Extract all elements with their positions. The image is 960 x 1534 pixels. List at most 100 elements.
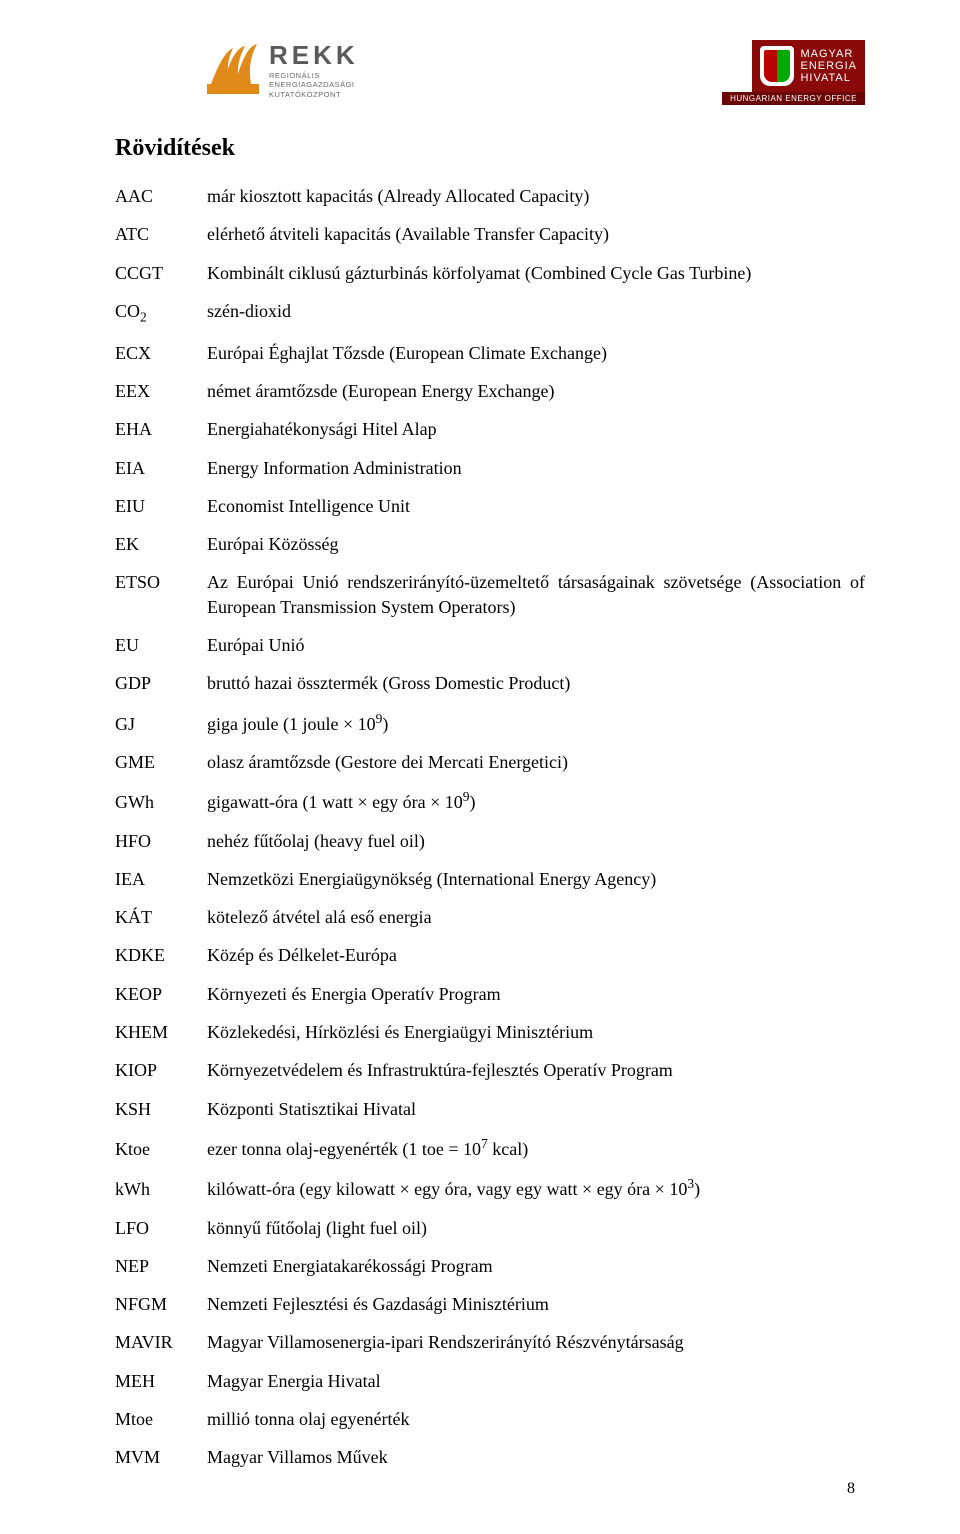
abbr-entry: MVMMagyar Villamos Művek: [115, 1445, 865, 1469]
abbr-definition: Európai Unió: [207, 633, 865, 657]
abbr-entry: Ktoeezer tonna olaj-egyenérték (1 toe = …: [115, 1135, 865, 1161]
abbr-entry: MEHMagyar Energia Hivatal: [115, 1369, 865, 1393]
abbr-entry: EHAEnergiahatékonysági Hitel Alap: [115, 417, 865, 441]
abbr-term: kWh: [115, 1177, 207, 1201]
abbr-term: ETSO: [115, 570, 207, 594]
abbr-entry: HFOnehéz fűtőolaj (heavy fuel oil): [115, 829, 865, 853]
abbr-entry: EUEurópai Unió: [115, 633, 865, 657]
abbr-definition: Közép és Délkelet-Európa: [207, 943, 865, 967]
abbr-entry: EEXnémet áramtőzsde (European Energy Exc…: [115, 379, 865, 403]
abbr-term: MAVIR: [115, 1330, 207, 1354]
abbr-definition: Nemzetközi Energiaügynökség (Internation…: [207, 867, 865, 891]
abbr-term: NFGM: [115, 1292, 207, 1316]
abbr-definition: bruttó hazai össztermék (Gross Domestic …: [207, 671, 865, 695]
abbr-term: GWh: [115, 790, 207, 814]
abbr-definition: Az Európai Unió rendszerirányító-üzemelt…: [207, 570, 865, 619]
abbr-term: AAC: [115, 184, 207, 208]
meh-line2: ENERGIA: [800, 60, 857, 72]
rekk-sub2: ENERGIAGAZDASÁGI: [269, 80, 359, 89]
abbr-entry: EIUEconomist Intelligence Unit: [115, 494, 865, 518]
abbr-entry: EIAEnergy Information Administration: [115, 456, 865, 480]
abbr-definition: kilówatt-óra (egy kilowatt × egy óra, va…: [207, 1175, 865, 1201]
abbr-definition: Magyar Villamos Művek: [207, 1445, 865, 1469]
abbr-definition: elérhető átviteli kapacitás (Available T…: [207, 222, 865, 246]
abbr-definition: szén-dioxid: [207, 299, 865, 323]
rekk-sub1: REGIONÁLIS: [269, 71, 359, 80]
abbr-definition: Központi Statisztikai Hivatal: [207, 1097, 865, 1121]
abbr-definition: kötelező átvétel alá eső energia: [207, 905, 865, 929]
abbr-entry: MAVIRMagyar Villamosenergia-ipari Rendsz…: [115, 1330, 865, 1354]
abbr-entry: Mtoemillió tonna olaj egyenérték: [115, 1407, 865, 1431]
abbr-entry: GMEolasz áramtőzsde (Gestore dei Mercati…: [115, 750, 865, 774]
abbr-term: IEA: [115, 867, 207, 891]
abbr-term: EEX: [115, 379, 207, 403]
meh-text: MAGYAR ENERGIA HIVATAL: [800, 48, 857, 84]
abbr-entry: CO2szén-dioxid: [115, 299, 865, 327]
abbr-term: KSH: [115, 1097, 207, 1121]
meh-sub: HUNGARIAN ENERGY OFFICE: [722, 92, 865, 105]
abbr-term: EU: [115, 633, 207, 657]
abbr-definition: Kombinált ciklusú gázturbinás körfolyama…: [207, 261, 865, 285]
abbr-entry: IEANemzetközi Energiaügynökség (Internat…: [115, 867, 865, 891]
abbr-term: GJ: [115, 712, 207, 736]
abbr-term: ATC: [115, 222, 207, 246]
abbreviation-list: AACmár kiosztott kapacitás (Already Allo…: [115, 184, 865, 1470]
abbr-definition: Európai Éghajlat Tőzsde (European Climat…: [207, 341, 865, 365]
abbr-entry: NEPNemzeti Energiatakarékossági Program: [115, 1254, 865, 1278]
abbr-term: HFO: [115, 829, 207, 853]
abbr-definition: Nemzeti Energiatakarékossági Program: [207, 1254, 865, 1278]
header-logo-row: REKK REGIONÁLIS ENERGIAGAZDASÁGI KUTATÓK…: [115, 40, 865, 105]
abbr-entry: KDKEKözép és Délkelet-Európa: [115, 943, 865, 967]
abbr-term: KEOP: [115, 982, 207, 1006]
document-page: REKK REGIONÁLIS ENERGIAGAZDASÁGI KUTATÓK…: [0, 0, 960, 1534]
abbr-term: MVM: [115, 1445, 207, 1469]
abbr-term: EIA: [115, 456, 207, 480]
abbr-term: MEH: [115, 1369, 207, 1393]
abbr-definition: Környezeti és Energia Operatív Program: [207, 982, 865, 1006]
abbr-definition: Európai Közösség: [207, 532, 865, 556]
abbr-entry: kWhkilówatt-óra (egy kilowatt × egy óra,…: [115, 1175, 865, 1201]
abbr-definition: Energiahatékonysági Hitel Alap: [207, 417, 865, 441]
abbr-definition: könnyű fűtőolaj (light fuel oil): [207, 1216, 865, 1240]
abbr-definition: nehéz fűtőolaj (heavy fuel oil): [207, 829, 865, 853]
abbr-term: CO2: [115, 299, 207, 327]
abbr-entry: KÁTkötelező átvétel alá eső energia: [115, 905, 865, 929]
abbr-entry: KEOPKörnyezeti és Energia Operatív Progr…: [115, 982, 865, 1006]
abbr-definition: olasz áramtőzsde (Gestore dei Mercati En…: [207, 750, 865, 774]
abbr-term: KÁT: [115, 905, 207, 929]
abbr-term: ECX: [115, 341, 207, 365]
abbr-entry: EKEurópai Közösség: [115, 532, 865, 556]
abbr-term: EHA: [115, 417, 207, 441]
meh-box: MAGYAR ENERGIA HIVATAL: [752, 40, 865, 92]
abbr-term: GME: [115, 750, 207, 774]
abbr-definition: gigawatt-óra (1 watt × egy óra × 109): [207, 788, 865, 814]
meh-logo: MAGYAR ENERGIA HIVATAL HUNGARIAN ENERGY …: [722, 40, 865, 105]
abbr-entry: GWhgigawatt-óra (1 watt × egy óra × 109): [115, 788, 865, 814]
abbr-definition: Környezetvédelem és Infrastruktúra-fejle…: [207, 1058, 865, 1082]
abbr-entry: AACmár kiosztott kapacitás (Already Allo…: [115, 184, 865, 208]
abbr-definition: giga joule (1 joule × 109): [207, 710, 865, 736]
rekk-logo: REKK REGIONÁLIS ENERGIAGAZDASÁGI KUTATÓK…: [205, 40, 359, 99]
abbr-definition: Nemzeti Fejlesztési és Gazdasági Miniszt…: [207, 1292, 865, 1316]
abbr-definition: Magyar Villamosenergia-ipari Rendszerirá…: [207, 1330, 865, 1354]
rekk-name: REKK: [269, 40, 359, 71]
abbr-term: LFO: [115, 1216, 207, 1240]
abbr-entry: ETSOAz Európai Unió rendszerirányító-üze…: [115, 570, 865, 619]
abbr-term: EK: [115, 532, 207, 556]
hungarian-shield-icon: [760, 46, 794, 86]
abbr-term: KIOP: [115, 1058, 207, 1082]
abbr-entry: ATCelérhető átviteli kapacitás (Availabl…: [115, 222, 865, 246]
rekk-sub3: KUTATÓKÖZPONT: [269, 90, 359, 99]
abbr-entry: CCGTKombinált ciklusú gázturbinás körfol…: [115, 261, 865, 285]
rekk-flame-icon: [205, 44, 261, 96]
page-number: 8: [847, 1480, 855, 1498]
abbr-definition: Közlekedési, Hírközlési és Energiaügyi M…: [207, 1020, 865, 1044]
abbr-definition: millió tonna olaj egyenérték: [207, 1407, 865, 1431]
abbr-entry: KIOPKörnyezetvédelem és Infrastruktúra-f…: [115, 1058, 865, 1082]
abbr-term: GDP: [115, 671, 207, 695]
abbr-entry: LFOkönnyű fűtőolaj (light fuel oil): [115, 1216, 865, 1240]
abbr-term: KHEM: [115, 1020, 207, 1044]
abbr-definition: Energy Information Administration: [207, 456, 865, 480]
abbr-definition: Magyar Energia Hivatal: [207, 1369, 865, 1393]
abbr-entry: ECXEurópai Éghajlat Tőzsde (European Cli…: [115, 341, 865, 365]
